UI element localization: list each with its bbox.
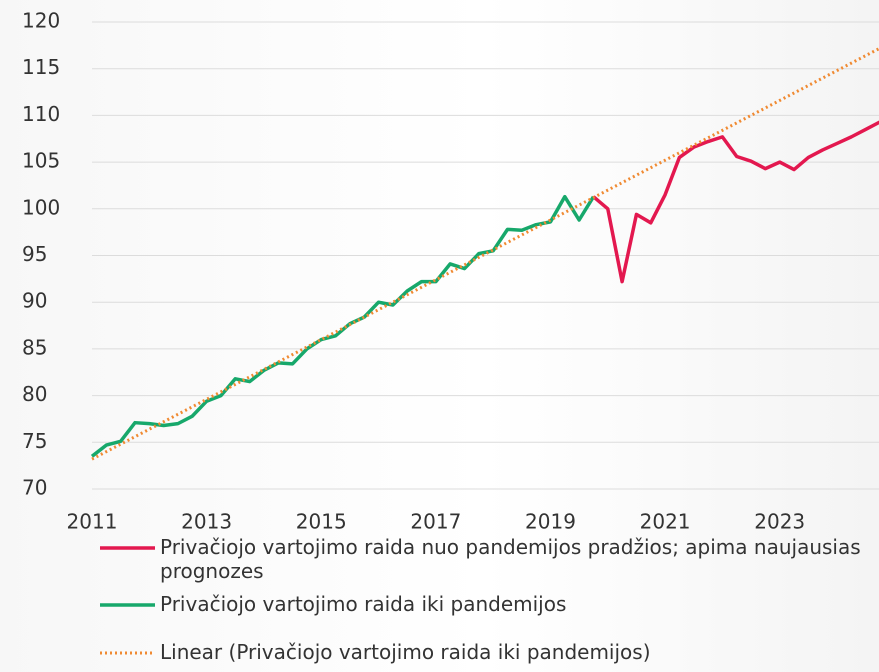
x-tick-label: 2011 <box>67 510 118 534</box>
legend-label: Linear (Privačiojo vartojimo raida iki p… <box>160 640 651 664</box>
y-tick-label: 80 <box>22 382 47 406</box>
x-tick-label: 2017 <box>410 510 461 534</box>
y-tick-label: 115 <box>22 55 60 79</box>
y-tick-label: 120 <box>22 9 60 33</box>
x-tick-label: 2019 <box>525 510 576 534</box>
x-tick-label: 2021 <box>640 510 691 534</box>
legend-label: Privačiojo vartojimo raida nuo pandemijo… <box>160 535 861 583</box>
y-tick-label: 90 <box>22 289 47 313</box>
y-tick-label: 75 <box>22 429 47 453</box>
series-line <box>91 46 879 461</box>
y-tick-label: 85 <box>22 335 47 359</box>
series-line <box>592 120 879 284</box>
y-tick-label: 95 <box>22 242 47 266</box>
x-tick-label: 2013 <box>181 510 232 534</box>
x-tick-label: 2023 <box>754 510 805 534</box>
y-tick-label: 110 <box>22 102 60 126</box>
legend-label: Privačiojo vartojimo raida iki pandemijo… <box>160 592 567 616</box>
y-tick-label: 100 <box>22 195 60 219</box>
x-tick-label: 2015 <box>296 510 347 534</box>
y-tick-label: 105 <box>22 149 60 173</box>
series-line <box>90 194 595 458</box>
y-tick-label: 70 <box>22 476 47 500</box>
